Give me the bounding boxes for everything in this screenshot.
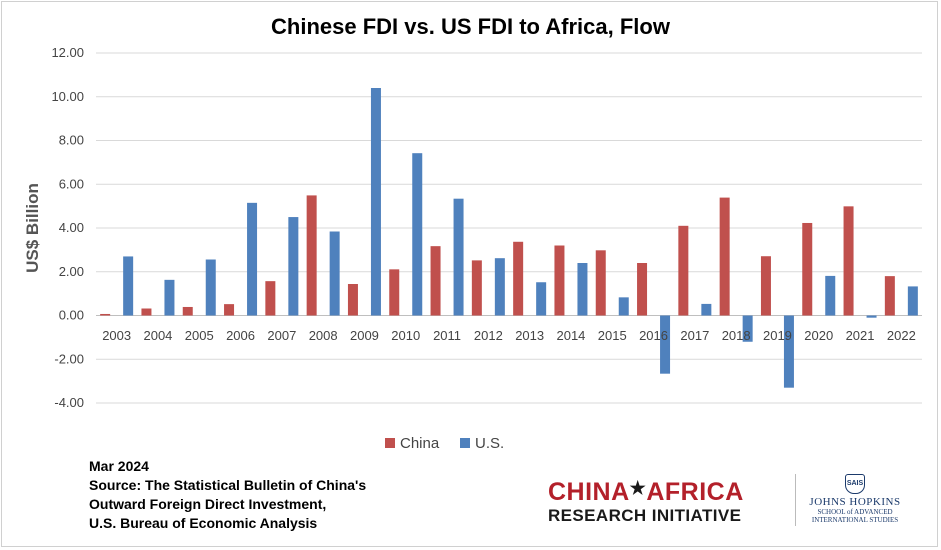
bar-china-2008 [306, 195, 317, 316]
bar-us-2021 [866, 315, 877, 318]
y-axis-label: US$ Billion [23, 183, 42, 273]
bar-china-2009 [347, 284, 358, 316]
star-icon: ★ [629, 478, 647, 498]
jhu-sub-2: INTERNATIONAL STUDIES [811, 516, 899, 524]
y-tick-label: -2.00 [54, 351, 84, 366]
bar-us-2010 [412, 153, 423, 316]
bar-china-2011 [430, 246, 441, 316]
bar-china-2006 [224, 304, 235, 316]
bar-us-2016 [660, 315, 671, 374]
x-tick-label: 2016 [639, 328, 668, 343]
x-tick-label: 2015 [598, 328, 627, 343]
bar-china-2019 [760, 256, 771, 316]
bar-us-2003 [123, 256, 134, 316]
legend-label-us: U.S. [475, 435, 504, 452]
bar-us-2011 [453, 198, 464, 316]
x-tick-label: 2020 [804, 328, 833, 343]
bar-china-2007 [265, 281, 276, 316]
source-line-1: Source: The Statistical Bulletin of Chin… [89, 477, 367, 493]
bar-china-2015 [595, 250, 606, 316]
y-tick-label: 4.00 [59, 220, 84, 235]
bar-china-2003 [100, 313, 111, 316]
y-tick-label: 2.00 [59, 264, 84, 279]
bar-us-2014 [577, 263, 588, 316]
x-tick-label: 2017 [680, 328, 709, 343]
bar-us-2005 [205, 259, 216, 316]
bar-us-2009 [370, 88, 381, 316]
x-tick-label: 2010 [391, 328, 420, 343]
bar-china-2018 [719, 197, 730, 316]
x-tick-label: 2019 [763, 328, 792, 343]
bar-us-2017 [701, 303, 712, 316]
car-logo-africa: AFRICA [646, 478, 744, 506]
car-logo-china: CHINA [548, 478, 630, 506]
jhu-sub-1: SCHOOL of ADVANCED [817, 508, 893, 516]
johns-hopkins-sais-logo: SAIS JOHNS HOPKINS SCHOOL of ADVANCED IN… [800, 474, 910, 524]
source-date: Mar 2024 [89, 458, 149, 474]
x-axis-ticks: 2003 2004 2005 2006 2007 2008 2009 2010 2011 2012… [102, 328, 916, 343]
bar-china-2016 [637, 263, 648, 316]
chart-title: Chinese FDI vs. US FDI to Africa, Flow [271, 14, 670, 39]
bar-china-2010 [389, 269, 400, 316]
bar-us-2013 [536, 282, 547, 316]
bar-us-2008 [329, 231, 340, 316]
bar-us-2020 [825, 275, 836, 316]
x-tick-label: 2014 [556, 328, 585, 343]
logo-divider [795, 474, 796, 526]
y-tick-label: 6.00 [59, 176, 84, 191]
bar-us-2015 [618, 297, 629, 316]
bar-china-2020 [802, 222, 813, 316]
y-tick-label: 10.00 [51, 89, 84, 104]
bar-us-2004 [164, 279, 175, 316]
legend: China U.S. [385, 435, 504, 452]
bar-us-2006 [247, 202, 258, 316]
legend-swatch-china [385, 438, 395, 448]
bar-us-2018 [742, 315, 753, 342]
gridlines [96, 52, 922, 404]
x-tick-label: 2011 [433, 328, 461, 343]
china-africa-research-initiative-logo: CHINA★AFRICA RESEARCH INITIATIVE [548, 478, 780, 525]
bar-china-2017 [678, 225, 689, 316]
x-tick-label: 2022 [887, 328, 916, 343]
bar-china-2005 [182, 306, 193, 316]
bar-china-2012 [471, 260, 482, 316]
y-tick-label: 0.00 [59, 308, 84, 323]
bar-us-2012 [494, 258, 505, 316]
bar-us-2022 [907, 286, 918, 316]
source-line-2: Outward Foreign Direct Investment, [89, 496, 327, 512]
source-line-3: U.S. Bureau of Economic Analysis [89, 515, 318, 531]
bar-us-2007 [288, 217, 299, 316]
bar-us-2019 [783, 315, 794, 388]
bar-china-2021 [843, 206, 854, 316]
x-tick-label: 2009 [350, 328, 379, 343]
source-note: Mar 2024 Source: The Statistical Bulleti… [89, 457, 366, 533]
x-tick-label: 2008 [309, 328, 338, 343]
x-tick-label: 2003 [102, 328, 131, 343]
y-tick-label: 12.00 [51, 45, 84, 60]
x-tick-label: 2007 [267, 328, 296, 343]
x-tick-label: 2005 [185, 328, 214, 343]
y-axis-ticks: 12.00 10.00 8.00 6.00 4.00 2.00 0.00 -2.00 -4.00 [51, 45, 84, 410]
jhu-name: JOHNS HOPKINS [809, 496, 901, 508]
car-logo-subtitle: RESEARCH INITIATIVE [548, 506, 742, 525]
bars [100, 88, 918, 388]
bar-china-2013 [513, 241, 524, 316]
bar-china-2004 [141, 308, 152, 316]
x-tick-label: 2012 [474, 328, 503, 343]
sais-seal-icon: SAIS [845, 474, 865, 494]
x-tick-label: 2006 [226, 328, 255, 343]
x-tick-label: 2021 [846, 328, 875, 343]
x-tick-label: 2004 [143, 328, 172, 343]
bar-china-2022 [884, 276, 895, 316]
x-tick-label: 2018 [722, 328, 751, 343]
x-tick-label: 2013 [515, 328, 544, 343]
bar-china-2014 [554, 245, 565, 316]
y-tick-label: -4.00 [54, 395, 84, 410]
y-tick-label: 8.00 [59, 133, 84, 148]
legend-swatch-us [460, 438, 470, 448]
legend-label-china: China [400, 435, 440, 452]
